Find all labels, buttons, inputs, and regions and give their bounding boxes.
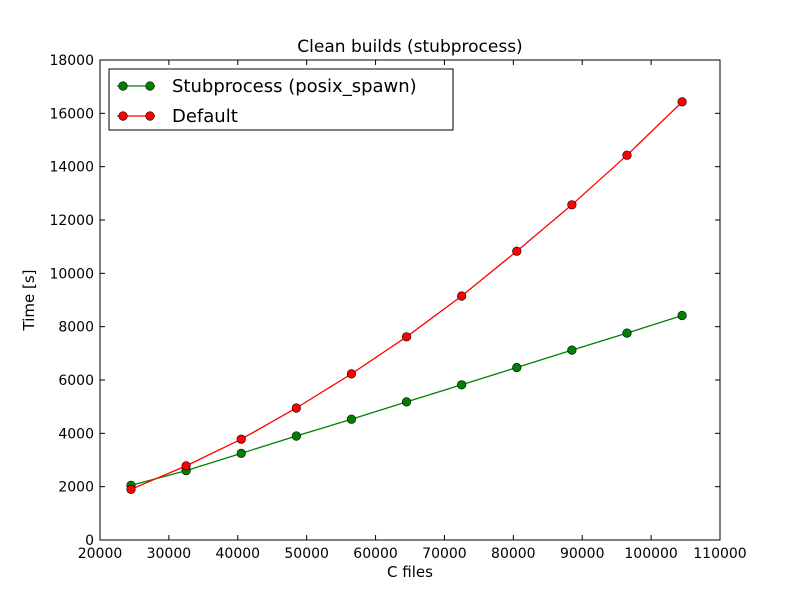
data-point [401, 332, 412, 342]
data-point [677, 97, 687, 107]
data-point [567, 345, 577, 355]
x-tick-label: 100000 [624, 546, 677, 562]
data-point [622, 150, 632, 160]
legend-entry: Default [117, 106, 238, 127]
data-point [236, 434, 246, 444]
data-point [181, 461, 191, 471]
legend-marker [118, 111, 128, 121]
axis-ticks: 20000 30000 40000 50000 60000 70000 80000 90000… [49, 53, 746, 562]
data-point [512, 246, 522, 256]
legend-label: Stubprocess (posix_spawn) [172, 76, 417, 97]
y-tick-label: 2000 [58, 480, 94, 496]
chart-title: Clean builds (stubprocess) [297, 37, 522, 57]
y-tick-label: 14000 [49, 160, 94, 176]
legend-entry: Stubprocess (posix_spawn) [117, 76, 417, 97]
data-point [457, 291, 467, 301]
data-point [567, 200, 577, 210]
legend-box [108, 68, 454, 131]
data-point [512, 362, 522, 373]
y-tick-label: 10000 [49, 266, 94, 282]
x-tick-label: 40000 [216, 546, 261, 562]
x-axis-title: C files [387, 563, 433, 581]
y-tick-label: 16000 [49, 106, 94, 122]
x-tick-label: 30000 [147, 546, 192, 562]
legend-marker [145, 81, 155, 91]
data-point [346, 414, 357, 424]
data-point [346, 369, 357, 379]
series-1 [126, 97, 687, 494]
data-point [622, 328, 632, 338]
y-tick-label: 0 [85, 533, 94, 549]
legend-marker [118, 81, 128, 91]
y-tick-label: 4000 [58, 426, 94, 442]
x-tick-label: 20000 [78, 546, 123, 562]
data-point [291, 403, 301, 413]
x-tick-label: 50000 [284, 546, 329, 562]
legend: Stubprocess (posix_spawn) Default [108, 68, 454, 131]
data-point [236, 448, 246, 458]
data-point [677, 310, 687, 321]
plot-area [126, 97, 687, 494]
y-tick-label: 6000 [58, 373, 94, 389]
y-tick-label: 12000 [49, 213, 94, 229]
legend-marker [145, 111, 155, 121]
x-tick-label: 70000 [422, 546, 467, 562]
x-tick-label: 90000 [560, 546, 605, 562]
legend-label: Default [172, 106, 238, 127]
data-point [401, 397, 412, 407]
x-tick-label: 110000 [693, 546, 746, 562]
y-axis-title: Time [s] [20, 270, 38, 332]
data-point [291, 431, 301, 441]
y-tick-label: 8000 [58, 320, 94, 336]
plot-frame [99, 59, 721, 541]
data-point [457, 380, 467, 390]
y-tick-label: 18000 [49, 53, 94, 69]
data-point [126, 484, 136, 494]
x-tick-label: 80000 [491, 546, 536, 562]
x-tick-label: 60000 [353, 546, 398, 562]
